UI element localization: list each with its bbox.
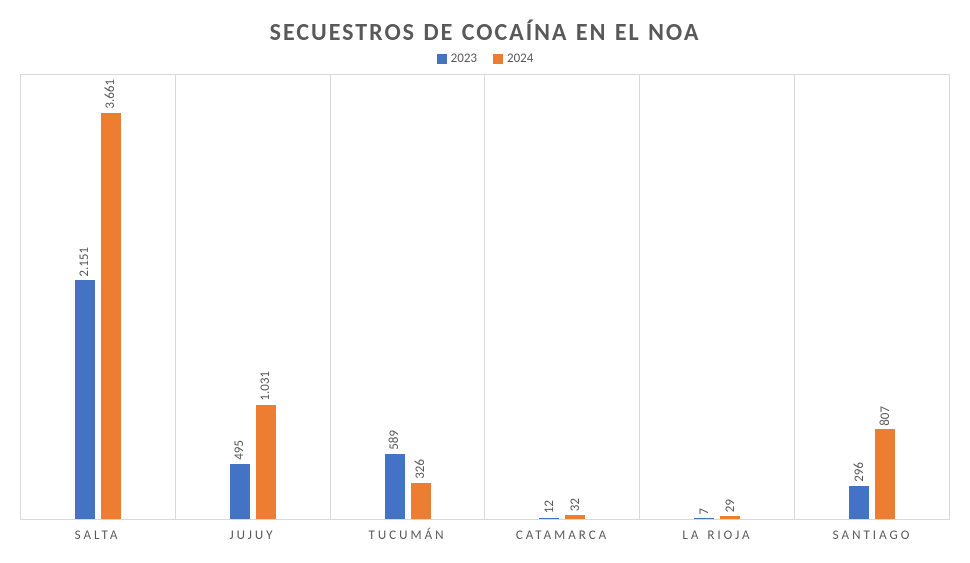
bar [849,486,869,519]
bar-data-label: 7 [697,508,712,515]
bar-data-label: 807 [878,406,893,426]
bar-wrap: 32 [565,75,585,519]
x-tick: SALTA [20,528,175,543]
category-group: 296 807 [795,75,949,519]
bar-wrap: 589 [385,75,405,519]
category-group: 2.151 3.661 [21,75,176,519]
bar [720,516,740,519]
bar-wrap: 495 [230,75,250,519]
bar [256,405,276,519]
chart-container: SECUESTROS DE COCAÍNA EN EL NOA 2023 202… [0,0,970,563]
bar-data-label: 2.151 [77,247,92,277]
category-group: 12 32 [485,75,640,519]
bar [565,515,585,519]
bar-wrap: 296 [849,75,869,519]
legend-label-2023: 2023 [451,51,477,66]
bar-wrap: 2.151 [75,75,95,519]
x-tick: LA RIOJA [640,528,795,543]
bar-wrap: 7 [694,75,714,519]
category-group: 589 326 [331,75,486,519]
bar-data-label: 29 [723,499,738,512]
bar-wrap: 3.661 [101,75,121,519]
legend-item-2023: 2023 [437,51,477,66]
bar [694,518,714,519]
bar [75,280,95,519]
x-tick: JUJUY [175,528,330,543]
x-tick: CATAMARCA [485,528,640,543]
legend-label-2024: 2024 [507,51,533,66]
legend-item-2024: 2024 [493,51,533,66]
bar-data-label: 32 [568,498,583,511]
x-tick: TUCUMÁN [330,528,485,543]
bar [230,464,250,519]
bar [101,113,121,519]
bar-data-label: 12 [542,500,557,513]
bar-wrap: 12 [539,75,559,519]
legend: 2023 2024 [20,51,950,66]
legend-swatch-2023 [437,54,447,64]
bar-wrap: 29 [720,75,740,519]
bar-data-label: 296 [852,462,867,482]
bar-wrap: 1.031 [256,75,276,519]
bar [875,429,895,519]
bar-wrap: 326 [411,75,431,519]
plot-area: 2.151 3.661 495 1.031 589 326 12 32 7 29 296 807 [20,74,950,520]
bar [539,518,559,519]
bar-data-label: 3.661 [103,79,118,109]
category-group: 7 29 [640,75,795,519]
x-tick: SANTIAGO [795,528,950,543]
category-group: 495 1.031 [176,75,331,519]
bar-data-label: 589 [387,430,402,450]
bar-data-label: 495 [232,440,247,460]
bar-data-label: 326 [413,459,428,479]
chart-title: SECUESTROS DE COCAÍNA EN EL NOA [20,18,950,47]
bar-data-label: 1.031 [258,371,273,401]
bar-wrap: 807 [875,75,895,519]
bar [385,454,405,519]
bar [411,483,431,519]
x-axis: SALTAJUJUYTUCUMÁNCATAMARCALA RIOJASANTIA… [20,528,950,543]
legend-swatch-2024 [493,54,503,64]
